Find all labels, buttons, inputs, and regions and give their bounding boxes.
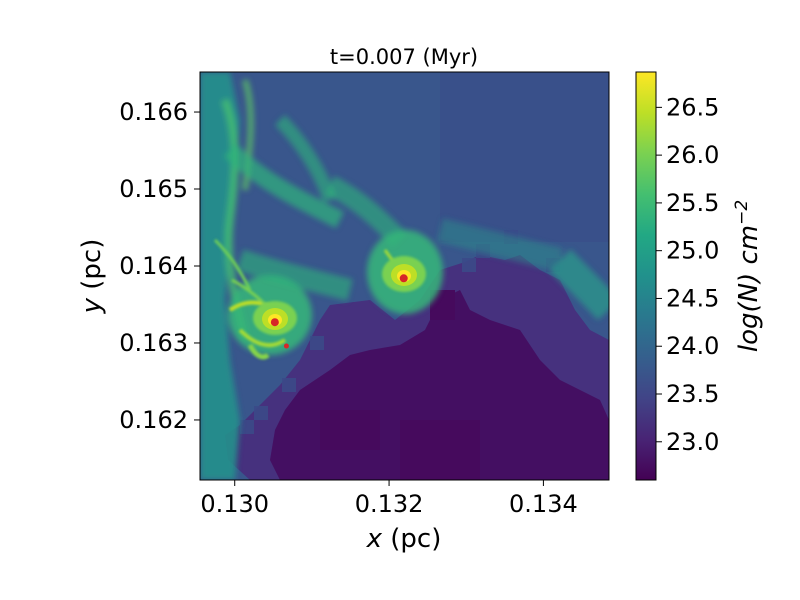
colorbar-tick-label: 26.0 [666, 141, 719, 169]
sink-particle [399, 274, 408, 283]
sink-particle [270, 318, 279, 327]
sink-particles [270, 274, 408, 349]
y-tick-label: 0.162 [119, 406, 188, 434]
y-tick-label: 0.165 [119, 175, 188, 203]
y-axis: 0.162 0.163 0.164 0.165 0.166 [119, 98, 200, 434]
colorbar-tick-label: 23.0 [666, 428, 719, 456]
sink-particle [283, 343, 289, 349]
dense-core-right [382, 256, 426, 292]
x-tick-label: 0.134 [509, 490, 578, 518]
left-filament-band [200, 72, 240, 480]
colorbar-tick-label: 25.5 [666, 189, 719, 217]
colorbar-tick-label: 24.0 [666, 332, 719, 360]
colorbar-tick-label: 23.5 [666, 380, 719, 408]
colorbar [635, 71, 657, 481]
x-tick-label: 0.132 [355, 490, 424, 518]
chart-title: t=0.007 (Myr) [330, 45, 478, 69]
colorbar-tick-label: 26.5 [666, 93, 719, 121]
density-map [200, 72, 609, 480]
x-axis: 0.130 0.132 0.134 [200, 480, 578, 518]
colorbar-label: log(N) cm−2 [732, 200, 764, 352]
colorbar-tick-label: 25.0 [666, 237, 719, 265]
plot-frame [199, 71, 610, 481]
x-tick-label: 0.130 [200, 490, 269, 518]
y-tick-label: 0.166 [119, 98, 188, 126]
y-axis-label: y (pc) [77, 239, 107, 315]
colorbar-tick-label: 24.5 [666, 284, 719, 312]
colorbar-axis: 23.0 23.5 24.0 24.5 25.0 25.5 26.0 26.5 [656, 93, 719, 456]
y-tick-label: 0.163 [119, 329, 188, 357]
y-tick-label: 0.164 [119, 252, 188, 280]
x-axis-label: x (pc) [366, 524, 442, 554]
dense-core-left [253, 301, 297, 335]
